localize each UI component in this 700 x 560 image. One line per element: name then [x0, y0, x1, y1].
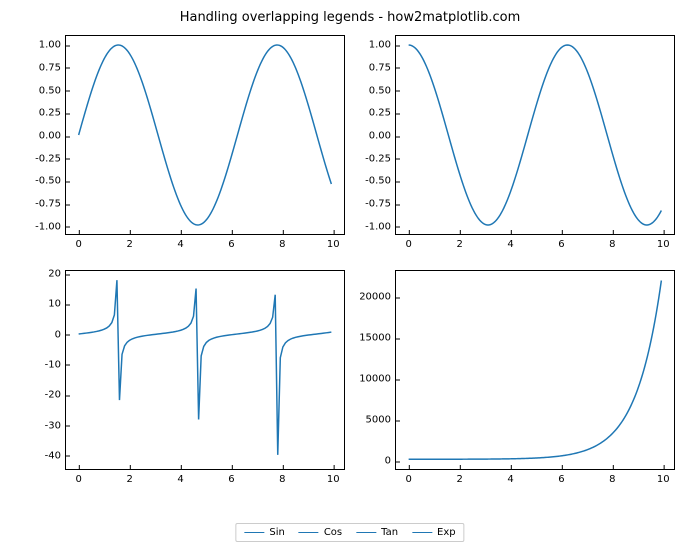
legend-item-cos: Cos	[299, 527, 342, 538]
x-tick-label: 10	[657, 234, 670, 250]
x-tick-label: 4	[507, 469, 513, 485]
legend-label: Exp	[437, 527, 456, 538]
figure: Handling overlapping legends - how2matpl…	[0, 0, 700, 560]
x-tick-label: 0	[406, 234, 412, 250]
x-tick-label: 8	[609, 469, 615, 485]
series-line	[79, 280, 332, 455]
x-tick-label: 6	[558, 234, 564, 250]
x-tick-label: 4	[177, 469, 183, 485]
figure-title: Handling overlapping legends - how2matpl…	[0, 10, 700, 25]
x-tick-label: 2	[126, 234, 132, 250]
y-tick-label: -30	[45, 420, 66, 431]
cos-panel: -1.00-0.75-0.50-0.250.000.250.500.751.00…	[395, 35, 675, 235]
y-tick-label: -0.25	[365, 153, 396, 164]
series-line	[409, 45, 662, 225]
legend-item-exp: Exp	[412, 527, 456, 538]
legend-label: Sin	[269, 527, 284, 538]
y-tick-label: 0.50	[369, 85, 396, 96]
y-tick-label: -1.00	[365, 221, 396, 232]
legend-item-sin: Sin	[244, 527, 284, 538]
y-tick-label: 15000	[359, 333, 396, 344]
x-tick-label: 10	[327, 469, 340, 485]
x-tick-label: 0	[76, 234, 82, 250]
x-tick-label: 2	[456, 234, 462, 250]
y-tick-label: 0.75	[369, 62, 396, 73]
y-tick-label: -20	[45, 390, 66, 401]
x-tick-label: 0	[406, 469, 412, 485]
y-tick-label: 20000	[359, 292, 396, 303]
legend: Sin Cos Tan Exp	[235, 523, 464, 542]
y-tick-label: 0	[55, 329, 66, 340]
legend-swatch-icon	[412, 532, 432, 533]
x-tick-label: 4	[177, 234, 183, 250]
legend-swatch-icon	[356, 532, 376, 533]
y-tick-label: 10000	[359, 374, 396, 385]
series-line	[79, 45, 332, 225]
x-tick-label: 6	[228, 234, 234, 250]
y-tick-label: -0.50	[35, 176, 66, 187]
y-tick-label: 0.00	[369, 131, 396, 142]
x-tick-label: 2	[456, 469, 462, 485]
x-tick-label: 6	[558, 469, 564, 485]
legend-label: Tan	[381, 527, 398, 538]
y-tick-label: -40	[45, 450, 66, 461]
legend-swatch-icon	[299, 532, 319, 533]
y-tick-label: 0.00	[39, 131, 66, 142]
y-tick-label: 20	[48, 269, 66, 280]
y-tick-label: 0.25	[369, 108, 396, 119]
y-tick-label: -0.75	[35, 199, 66, 210]
x-tick-label: 0	[76, 469, 82, 485]
x-tick-label: 8	[279, 469, 285, 485]
tan-panel: -40-30-20-10010200246810	[65, 270, 345, 470]
legend-item-tan: Tan	[356, 527, 398, 538]
legend-label: Cos	[324, 527, 342, 538]
x-tick-label: 8	[609, 234, 615, 250]
y-tick-label: -0.25	[35, 153, 66, 164]
y-tick-label: -0.75	[365, 199, 396, 210]
y-tick-label: 10	[48, 299, 66, 310]
x-tick-label: 4	[507, 234, 513, 250]
y-tick-label: -10	[45, 359, 66, 370]
series-line	[409, 281, 662, 460]
x-tick-label: 6	[228, 469, 234, 485]
exp-panel: 050001000015000200000246810	[395, 270, 675, 470]
y-tick-label: -1.00	[35, 221, 66, 232]
sin-panel: -1.00-0.75-0.50-0.250.000.250.500.751.00…	[65, 35, 345, 235]
y-tick-label: 1.00	[39, 40, 66, 51]
x-tick-label: 8	[279, 234, 285, 250]
x-tick-label: 10	[657, 469, 670, 485]
y-tick-label: 5000	[366, 415, 396, 426]
y-tick-label: 0	[385, 456, 396, 467]
y-tick-label: 1.00	[369, 40, 396, 51]
x-tick-label: 10	[327, 234, 340, 250]
y-tick-label: 0.75	[39, 62, 66, 73]
y-tick-label: 0.50	[39, 85, 66, 96]
x-tick-label: 2	[126, 469, 132, 485]
y-tick-label: 0.25	[39, 108, 66, 119]
y-tick-label: -0.50	[365, 176, 396, 187]
legend-swatch-icon	[244, 532, 264, 533]
